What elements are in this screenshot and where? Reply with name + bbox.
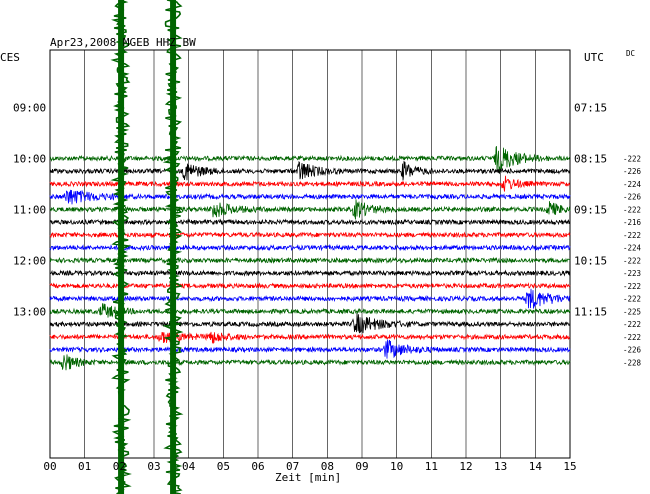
x-tick-label: 04: [182, 460, 196, 473]
trace-row: [49, 218, 571, 226]
dc-value-label: -226: [623, 346, 642, 355]
trace-row: [49, 160, 571, 181]
labels-layer: 00 01 02 03 04 05 06 07 08 09 10 11 12 13 14 15 09:00 10:…: [13, 101, 642, 473]
dc-value-label: -222: [623, 256, 641, 265]
plot-frame: [49, 49, 571, 459]
dc-header-label: DC: [626, 49, 635, 58]
dc-value-label: -222: [623, 282, 641, 291]
dc-value-label: -224: [623, 244, 642, 253]
x-tick-label: 15: [563, 460, 576, 473]
left-time-label: 13:00: [13, 305, 46, 318]
left-time-label: 11:00: [13, 203, 46, 216]
trace-row: [49, 243, 571, 252]
dc-value-label: -224: [623, 180, 642, 189]
grid-layer: [49, 49, 571, 459]
trace-row: [49, 339, 571, 359]
x-tick-label: 09: [355, 460, 368, 473]
right-time-label: 07:15: [574, 101, 607, 114]
dc-value-label: -225: [623, 307, 641, 316]
x-tick-label: 08: [321, 460, 334, 473]
dc-value-label: -226: [623, 167, 642, 176]
dc-value-label: -222: [623, 295, 641, 304]
trace-row: [49, 282, 571, 290]
left-time-label: 10:00: [13, 152, 46, 165]
right-time-label: 09:15: [574, 203, 607, 216]
left-time-label: 09:00: [13, 101, 46, 114]
noise-burst-core: [170, 0, 177, 494]
x-axis-label: Zeit [min]: [275, 471, 341, 484]
dc-value-label: -222: [623, 320, 641, 329]
x-tick-label: 02: [113, 460, 126, 473]
x-tick-label: 10: [390, 460, 403, 473]
x-tick-label: 11: [425, 460, 438, 473]
trace-row: [49, 269, 571, 277]
noise-burst-core: [118, 0, 125, 494]
trace-layer: [49, 146, 571, 371]
dc-value-label: -222: [623, 231, 641, 240]
dc-value-label: -216: [623, 218, 642, 227]
left-timezone-label: CES: [0, 51, 20, 64]
trace-row: [49, 146, 571, 174]
right-time-label: 08:15: [574, 152, 607, 165]
dc-value-label: -226: [623, 193, 642, 202]
dc-value-label: -222: [623, 154, 641, 163]
x-tick-label: 06: [251, 460, 264, 473]
dc-value-label: -222: [623, 205, 641, 214]
trace-row: [49, 256, 571, 264]
dc-value-label: -223: [623, 269, 641, 278]
chart-title: Apr23,2008 MGEB HHZ BW: [50, 36, 196, 49]
dc-value-label: -228: [623, 358, 642, 367]
dc-value-label: -222: [623, 333, 641, 342]
x-tick-label: 07: [286, 460, 299, 473]
trace-row: [49, 303, 571, 318]
trace-row: [49, 175, 570, 192]
x-tick-label: 05: [217, 460, 230, 473]
x-tick-label: 14: [529, 460, 543, 473]
x-tick-label: 01: [78, 460, 91, 473]
trace-row: [49, 199, 571, 220]
x-tick-label: 03: [147, 460, 160, 473]
trace-row: [49, 354, 571, 371]
right-time-label: 11:15: [574, 305, 607, 318]
trace-row: [49, 288, 571, 309]
x-tick-label: 13: [494, 460, 507, 473]
trace-row: [49, 189, 571, 205]
x-tick-label: 12: [459, 460, 472, 473]
x-tick-label: 00: [43, 460, 56, 473]
right-time-label: 10:15: [574, 254, 607, 267]
trace-row: [49, 313, 571, 334]
trace-row: [49, 231, 571, 239]
noise-burst: [110, 0, 132, 494]
left-time-label: 12:00: [13, 254, 46, 267]
right-timezone-label: UTC: [584, 51, 604, 64]
trace-row: [49, 331, 571, 344]
noise-burst-layer: [110, 0, 184, 494]
